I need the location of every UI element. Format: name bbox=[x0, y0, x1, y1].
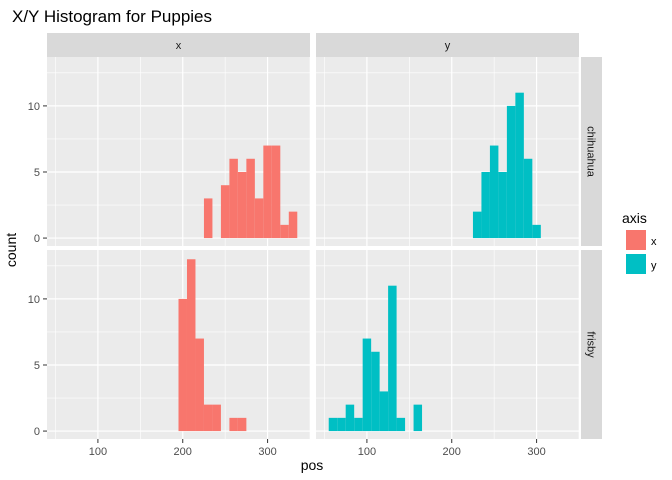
facet-panel bbox=[316, 250, 580, 439]
y-tick-label: 5 bbox=[34, 167, 40, 179]
histogram-bar bbox=[328, 417, 338, 432]
histogram-bar bbox=[203, 404, 213, 432]
x-tick-label: 100 bbox=[89, 446, 107, 458]
histogram-series-y-frisby bbox=[328, 285, 423, 432]
histogram-bar bbox=[506, 105, 516, 239]
histogram-bar bbox=[472, 211, 482, 239]
facet-panels: x y chihuahua frisby bbox=[47, 33, 602, 439]
histogram-bar bbox=[280, 224, 289, 239]
histogram-bar bbox=[413, 404, 423, 432]
histogram-bar bbox=[489, 145, 499, 239]
histogram-bar bbox=[229, 417, 238, 432]
histogram-bar bbox=[345, 404, 355, 432]
histogram-bar bbox=[271, 145, 281, 239]
x-tick-label: 200 bbox=[443, 446, 461, 458]
x-tick-label: 100 bbox=[358, 446, 376, 458]
histogram-bar bbox=[337, 417, 346, 432]
y-axis-title: count bbox=[3, 233, 19, 267]
histogram-bar bbox=[203, 198, 213, 239]
y-tick-label: 5 bbox=[34, 360, 40, 372]
histogram-bar bbox=[532, 224, 541, 239]
histogram-bar bbox=[237, 171, 247, 239]
panel-background bbox=[316, 250, 579, 439]
facet-strip-label: x bbox=[176, 40, 182, 52]
facet-panel bbox=[316, 57, 580, 246]
histogram-bar bbox=[379, 391, 389, 432]
histogram-bar bbox=[237, 417, 247, 432]
legend: axis xy bbox=[622, 210, 657, 274]
histogram-bar bbox=[515, 92, 524, 239]
facet-strip-label: frisby bbox=[585, 331, 597, 358]
histogram-bar bbox=[388, 285, 397, 432]
y-tick-label: 10 bbox=[28, 101, 40, 113]
legend-label: y bbox=[651, 260, 657, 272]
histogram-bar bbox=[220, 185, 230, 239]
legend-label: x bbox=[651, 236, 657, 248]
histogram-bar bbox=[371, 351, 380, 432]
y-tick-label: 0 bbox=[34, 426, 40, 438]
x-tick-label: 300 bbox=[258, 446, 276, 458]
facet-strip-column bbox=[316, 33, 579, 57]
histogram-bar bbox=[246, 158, 255, 239]
histogram-bar bbox=[396, 417, 406, 432]
y-tick-label: 10 bbox=[28, 294, 40, 306]
histogram-series-x-chihuahua bbox=[203, 145, 298, 239]
x-axis-title: pos bbox=[301, 457, 324, 473]
histogram-bar bbox=[186, 259, 196, 432]
histogram-bar bbox=[263, 145, 272, 239]
histogram-series-y-chihuahua bbox=[472, 92, 541, 239]
legend-key-x bbox=[626, 230, 646, 250]
chart-title: X/Y Histogram for Puppies bbox=[12, 7, 212, 26]
histogram-bar bbox=[498, 171, 507, 239]
facet-strip-label: chihuahua bbox=[585, 126, 597, 178]
facet-strip-row bbox=[581, 250, 602, 439]
facet-strip-row bbox=[581, 57, 602, 246]
x-tick-label: 200 bbox=[174, 446, 192, 458]
histogram-bar bbox=[354, 417, 363, 432]
histogram-series-x-frisby bbox=[178, 259, 247, 432]
panel-background bbox=[316, 57, 579, 246]
facet-strip-column bbox=[47, 33, 310, 57]
histogram-bar bbox=[195, 338, 204, 432]
histogram-bar bbox=[481, 171, 490, 239]
legend-key-y bbox=[626, 254, 646, 274]
histogram-bar bbox=[212, 404, 221, 432]
histogram-bar bbox=[288, 211, 298, 239]
facet-strip-label: y bbox=[445, 40, 451, 52]
x-tick-label: 300 bbox=[527, 446, 545, 458]
histogram-bar bbox=[178, 298, 187, 432]
y-tick-label: 0 bbox=[34, 233, 40, 245]
histogram-bar bbox=[523, 158, 533, 239]
histogram-bar bbox=[254, 198, 264, 239]
histogram-bar bbox=[362, 338, 372, 432]
histogram-bar bbox=[229, 158, 238, 239]
legend-title: axis bbox=[622, 210, 647, 226]
